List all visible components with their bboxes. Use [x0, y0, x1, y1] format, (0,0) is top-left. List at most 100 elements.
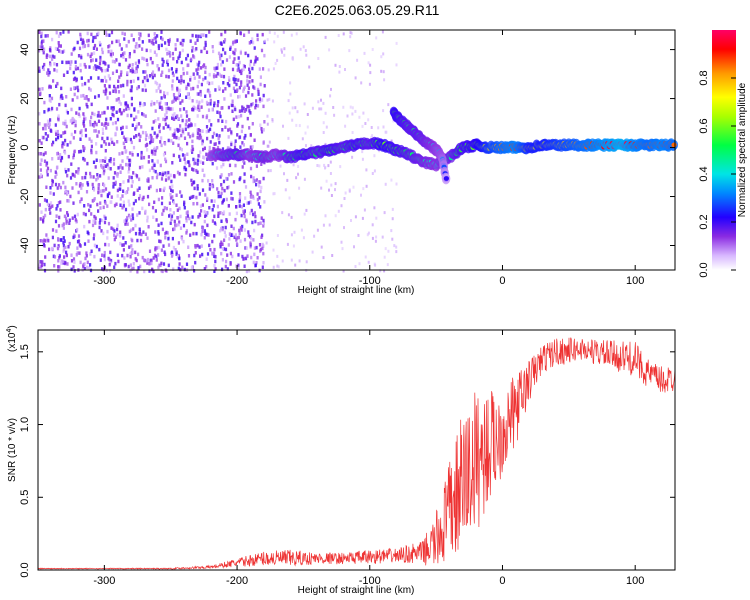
noise-cell [79, 32, 82, 37]
noise-cell [141, 40, 144, 44]
noise-cell [164, 178, 168, 182]
noise-cell [188, 96, 191, 100]
noise-cell [191, 215, 194, 219]
noise-cell [92, 236, 95, 241]
noise-cell [175, 223, 178, 228]
noise-cell [258, 196, 261, 200]
noise-cell [196, 162, 199, 166]
noise-cell [371, 172, 374, 175]
noise-cell [357, 234, 360, 237]
noise-cell [232, 50, 235, 55]
snr-y-label: SNR (10 * v/v) [7, 418, 18, 482]
noise-cell [82, 119, 85, 124]
noise-cell [93, 254, 96, 259]
noise-cell [90, 148, 93, 153]
noise-cell [81, 82, 84, 87]
noise-cell [196, 187, 199, 191]
noise-cell [236, 133, 239, 137]
noise-cell [58, 265, 61, 269]
noise-cell [387, 103, 390, 107]
noise-cell [210, 123, 213, 127]
noise-cell [252, 40, 255, 45]
noise-cell [51, 235, 54, 240]
noise-cell [70, 60, 73, 64]
noise-cell [237, 63, 240, 67]
noise-cell [204, 214, 207, 218]
noise-cell [174, 115, 177, 120]
noise-cell [297, 172, 299, 176]
noise-cell [349, 31, 352, 35]
noise-cell [96, 65, 99, 69]
noise-cell [42, 126, 45, 131]
noise-cell [69, 66, 72, 71]
noise-cell [197, 158, 200, 163]
noise-cell [213, 214, 216, 219]
noise-cell [303, 177, 306, 181]
noise-cell [165, 110, 168, 115]
noise-cell [255, 261, 258, 265]
noise-cell [192, 133, 195, 138]
noise-cell [212, 74, 216, 79]
noise-cell [74, 130, 77, 134]
noise-cell [153, 50, 156, 54]
noise-cell [42, 67, 45, 71]
noise-cell [227, 173, 231, 177]
noise-cell [322, 101, 325, 105]
noise-cell [118, 152, 121, 156]
noise-cell [369, 71, 372, 75]
noise-cell [67, 60, 70, 65]
noise-cell [132, 201, 135, 206]
noise-cell [87, 38, 90, 43]
noise-cell [104, 149, 107, 153]
noise-cell [328, 223, 331, 227]
noise-cell [179, 214, 182, 219]
noise-cell [110, 49, 113, 54]
noise-cell [241, 224, 244, 229]
noise-cell [243, 85, 246, 90]
noise-cell [377, 126, 380, 130]
noise-cell [116, 232, 119, 237]
noise-cell [151, 75, 154, 80]
noise-cell [97, 31, 100, 36]
noise-cell [183, 200, 186, 205]
noise-cell [201, 168, 204, 172]
noise-cell [108, 44, 111, 48]
noise-cell [244, 94, 248, 98]
noise-cell [43, 268, 47, 273]
noise-cell [43, 47, 46, 51]
noise-cell [201, 229, 204, 234]
noise-cell [155, 246, 158, 250]
noise-cell [47, 68, 50, 72]
noise-cell [334, 188, 336, 192]
noise-cell [119, 102, 123, 106]
noise-cell [244, 185, 248, 189]
noise-cell [247, 230, 250, 234]
noise-cell [271, 119, 274, 123]
noise-cell [187, 254, 191, 258]
noise-cell [45, 185, 48, 189]
noise-cell [261, 246, 264, 251]
noise-cell [150, 261, 153, 266]
noise-cell [120, 47, 123, 51]
noise-cell [200, 33, 203, 37]
noise-cell [197, 128, 200, 132]
noise-cell [65, 250, 68, 255]
snr-x-ticks: -300 -200 -100 0 100 [93, 330, 644, 587]
noise-cell [115, 202, 118, 206]
noise-cell [320, 245, 323, 249]
noise-cell [156, 146, 159, 150]
noise-cell [220, 164, 223, 169]
noise-cell [237, 56, 240, 60]
noise-cell [198, 108, 201, 112]
noise-cell [234, 77, 237, 82]
noise-cell [238, 231, 241, 236]
noise-cell [90, 115, 93, 120]
noise-cell [262, 221, 265, 226]
noise-cell [220, 106, 223, 110]
noise-cell [137, 132, 141, 137]
noise-cell [194, 158, 197, 163]
noise-cell [64, 122, 67, 126]
noise-cell [188, 134, 192, 139]
noise-cell [191, 139, 194, 144]
